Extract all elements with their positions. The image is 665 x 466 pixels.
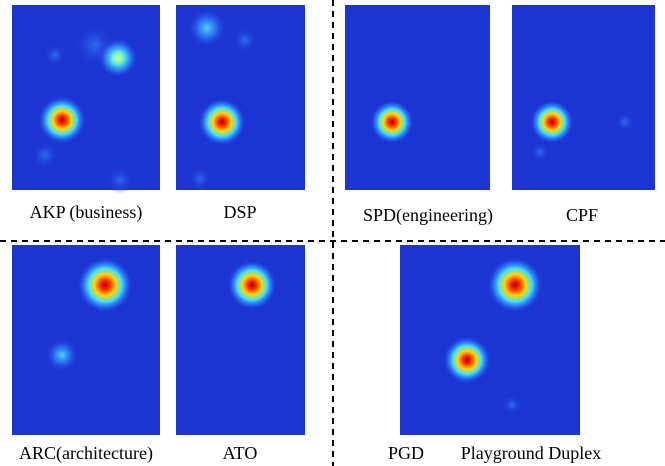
panel-caption: Playground Duplex bbox=[461, 443, 601, 463]
panel-label: CPF bbox=[566, 205, 598, 225]
heatmap-panel bbox=[345, 5, 490, 190]
panel-label: ATO bbox=[223, 443, 258, 463]
panel-label: ARC(architecture) bbox=[19, 443, 153, 464]
heatmap-panel bbox=[12, 5, 160, 194]
heatmap-panel bbox=[400, 245, 580, 435]
panel-label: AKP (business) bbox=[30, 202, 143, 223]
panel-label: PGD bbox=[388, 443, 424, 463]
panel-label: SPD(engineering) bbox=[363, 205, 493, 226]
panel-label: DSP bbox=[223, 202, 256, 222]
heatmap-panel bbox=[12, 245, 160, 435]
heatmap-panel bbox=[176, 5, 305, 190]
heatmap-panel bbox=[512, 5, 655, 190]
heatmap-panel bbox=[176, 245, 305, 435]
